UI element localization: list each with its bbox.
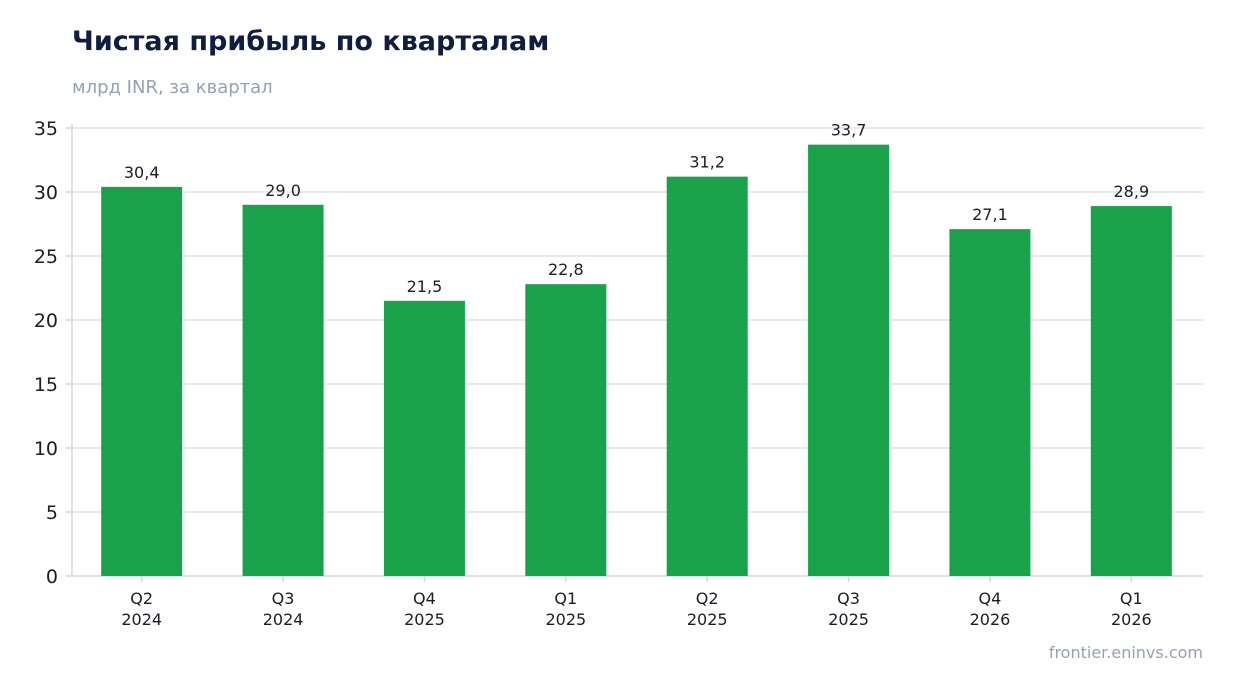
- x-tick-label-year: 2025: [545, 610, 586, 629]
- data-label: 33,7: [831, 121, 867, 140]
- x-tick-label-quarter: Q4: [413, 589, 436, 608]
- bar: [808, 144, 890, 576]
- data-label: 22,8: [548, 260, 584, 279]
- data-label: 30,4: [124, 163, 160, 182]
- x-tick-label-quarter: Q1: [1120, 589, 1143, 608]
- bar: [1090, 206, 1172, 576]
- x-tick-label-quarter: Q2: [130, 589, 153, 608]
- y-tick-label: 30: [34, 182, 58, 204]
- data-label: 29,0: [265, 181, 301, 200]
- data-label: 31,2: [689, 153, 725, 172]
- x-tick-label-year: 2025: [687, 610, 728, 629]
- bar: [949, 229, 1031, 576]
- x-tick-label-year: 2025: [404, 610, 445, 629]
- x-tick-label-quarter: Q3: [272, 589, 295, 608]
- bar: [666, 176, 748, 576]
- bar: [101, 186, 183, 576]
- data-label: 28,9: [1114, 182, 1150, 201]
- chart-title: Чистая прибыль по кварталам: [72, 26, 550, 57]
- labels: 0510152025303530,4Q2202429,0Q3202421,5Q4…: [34, 118, 1152, 629]
- bar: [525, 284, 607, 576]
- x-tick-label-year: 2024: [263, 610, 304, 629]
- x-tick-label-year: 2026: [970, 610, 1011, 629]
- x-tick-label-year: 2025: [828, 610, 869, 629]
- gridlines: [72, 127, 1203, 513]
- bars: [101, 144, 1172, 577]
- y-tick-label: 0: [46, 566, 58, 588]
- chart-subtitle: млрд INR, за квартал: [72, 77, 273, 98]
- x-tick-label-quarter: Q4: [979, 589, 1002, 608]
- x-tick-label-quarter: Q3: [837, 589, 860, 608]
- data-label: 27,1: [972, 205, 1008, 224]
- y-tick-label: 35: [34, 118, 58, 140]
- x-tick-label-quarter: Q1: [554, 589, 577, 608]
- source-credit: frontier.eninvs.com: [1048, 643, 1203, 662]
- bar: [242, 204, 324, 577]
- y-tick-label: 5: [46, 502, 58, 524]
- data-label: 21,5: [407, 277, 443, 296]
- bar: [383, 300, 465, 576]
- x-tick-label-year: 2024: [121, 610, 162, 629]
- x-tick-label-quarter: Q2: [696, 589, 719, 608]
- y-tick-label: 10: [34, 438, 58, 460]
- y-tick-label: 20: [34, 310, 58, 332]
- y-tick-label: 15: [34, 374, 58, 396]
- x-tick-label-year: 2026: [1111, 610, 1152, 629]
- y-tick-label: 25: [34, 246, 58, 268]
